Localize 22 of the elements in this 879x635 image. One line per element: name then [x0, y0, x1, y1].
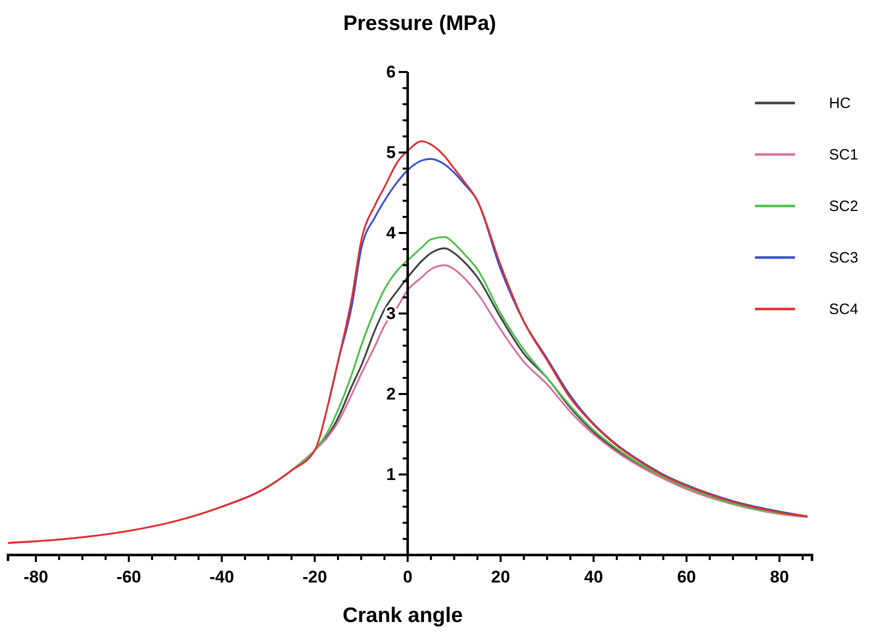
- x-tick-label: -80: [24, 568, 48, 587]
- x-tick-label: -20: [302, 568, 328, 587]
- y-tick-label: 5: [386, 142, 396, 162]
- legend-label: SC1: [829, 146, 858, 164]
- y-tick-label: 2: [386, 384, 396, 404]
- x-tick-label: -40: [209, 568, 234, 587]
- x-axis-title: Crank angle: [342, 604, 463, 627]
- x-tick-label: 60: [677, 568, 696, 587]
- x-tick-label: -60: [116, 568, 142, 587]
- y-tick-label: 6: [386, 62, 396, 82]
- x-tick-label: 0: [402, 568, 412, 587]
- legend-label: SC2: [829, 198, 858, 215]
- line-series: [7, 140, 808, 544]
- legend-label: HC: [829, 95, 851, 112]
- legend-label: SC4: [829, 301, 858, 318]
- legend-label: SC3: [829, 250, 858, 266]
- x-tick-label: 20: [491, 568, 510, 587]
- x-tick-label: 40: [584, 568, 604, 587]
- y-tick-label: 1: [386, 464, 396, 484]
- y-tick-label: 4: [386, 223, 396, 242]
- x-tick-label: 80: [770, 568, 789, 587]
- y-axis-title: Pressure (MPa): [343, 12, 496, 35]
